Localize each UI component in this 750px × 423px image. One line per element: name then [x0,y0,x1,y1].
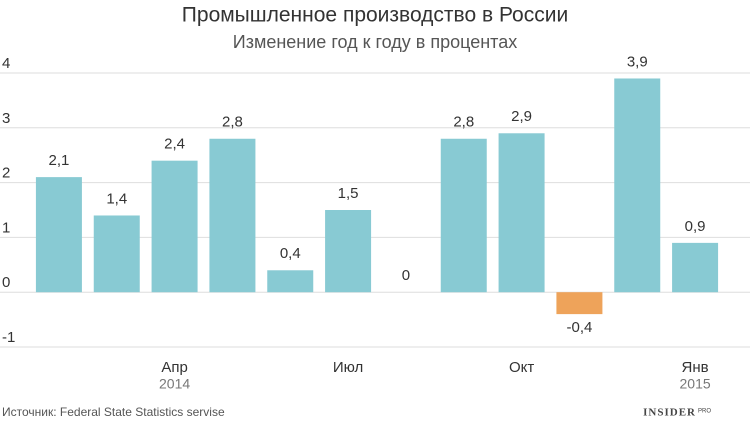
data-label: 2,4 [164,136,185,153]
y-tick-label: 0 [2,274,10,291]
data-label: 1,5 [338,185,359,202]
chart-subtitle: Изменение год к году в процентах [233,32,517,52]
x-tick-label: Апр [161,359,187,376]
y-tick-label: 1 [2,219,10,236]
x-tick-label: Окт [509,359,534,376]
data-label: 2,8 [453,114,474,131]
data-label: 2,1 [48,152,69,169]
y-tick-label: -1 [2,329,15,346]
x-year-label: 2015 [680,376,711,392]
bar [151,160,198,293]
bar [498,133,545,293]
bar [325,210,372,293]
data-label: 0,4 [280,245,301,262]
data-label: 0,9 [685,218,706,235]
x-year-label: 2014 [159,376,190,392]
x-tick-label: Янв [682,359,709,376]
data-label: 3,9 [627,53,648,70]
data-label: -0,4 [566,319,592,336]
bar [267,270,314,293]
logo-suffix: PRO [698,409,711,415]
y-tick-label: 2 [2,165,10,182]
y-tick-label: 3 [2,110,10,127]
bar [209,138,256,293]
x-tick-label: Июл [333,359,363,376]
data-label: 0 [402,267,410,284]
source: Источник: Federal State Statistics servi… [2,405,225,419]
bar [672,242,719,293]
data-label: 2,9 [511,108,532,125]
bar [35,177,82,293]
y-tick-label: 4 [2,55,10,72]
data-label: 1,4 [106,190,127,207]
logo: INSIDER [643,407,696,419]
bar [556,292,603,315]
data-label: 2,8 [222,114,243,131]
chart-title: Промышленное производство в России [182,4,568,27]
bar [440,138,487,293]
bar [614,78,661,293]
bar [93,215,140,293]
